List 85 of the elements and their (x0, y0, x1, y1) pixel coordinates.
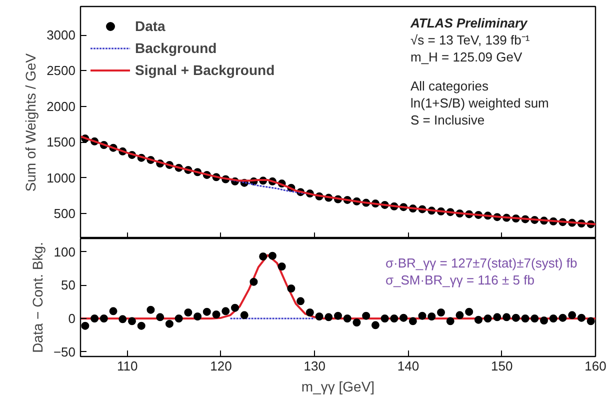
y-tick-label: 1000 (46, 170, 76, 186)
point (109, 307, 118, 316)
point (558, 314, 567, 322)
point (240, 311, 248, 320)
point (137, 322, 146, 330)
point (156, 313, 164, 322)
legend-label: Background (135, 40, 217, 56)
point (446, 317, 454, 326)
point (165, 320, 174, 328)
point (222, 307, 230, 316)
point (493, 313, 502, 322)
point (315, 312, 324, 320)
point (577, 314, 586, 322)
y-tick-label: 0 (68, 311, 76, 326)
y-tick-label: 1500 (46, 134, 76, 150)
point (287, 284, 296, 292)
point (408, 317, 417, 326)
y-tick-label: 50 (61, 278, 76, 293)
point (437, 308, 445, 316)
annotation: m_H = 125.09 GeV (410, 50, 522, 64)
point (530, 314, 539, 322)
point (268, 252, 276, 260)
point (484, 314, 492, 322)
x-tick-label: 140 (397, 358, 420, 374)
y-tick-label: 500 (54, 206, 76, 222)
annotation: All categories (410, 78, 490, 94)
point (194, 312, 202, 320)
point (568, 311, 576, 320)
point (212, 310, 220, 318)
point (90, 314, 99, 322)
point (521, 314, 530, 322)
annotation: σ_SM·BR_γγ = 116 ± 5 fb (386, 272, 534, 288)
point (334, 312, 342, 320)
point (278, 262, 286, 270)
x-tick-label: 150 (491, 358, 513, 374)
x-tick-label: 120 (210, 358, 232, 374)
y-tick-label: 3000 (46, 28, 76, 43)
point (184, 308, 192, 316)
legend-label: Signal + Background (135, 62, 275, 78)
point (306, 308, 314, 316)
x-tick-label: 160 (584, 358, 606, 374)
point (118, 315, 127, 324)
point (100, 314, 108, 322)
point (128, 317, 136, 326)
y-axis-title: Sum of Weights / GeV (22, 52, 39, 192)
point (380, 314, 389, 322)
point (474, 316, 482, 324)
point (352, 318, 361, 326)
annotation: ln(1+S/B) weighted sum (410, 96, 549, 110)
y-tick-label: 2500 (46, 63, 76, 78)
point (174, 314, 183, 322)
point (362, 312, 370, 320)
point (146, 306, 155, 314)
point (549, 314, 558, 322)
annotation: √s = 13 TeV, 139 fb⁻¹ (410, 32, 530, 48)
y-tick-label: 2000 (46, 98, 76, 114)
point (540, 316, 548, 324)
point (390, 314, 398, 322)
point (343, 314, 352, 322)
point (400, 314, 408, 322)
y-axis-title: Data − Cont. Bkg. (29, 242, 46, 353)
x-tick-label: 110 (116, 358, 138, 374)
annotation: ATLAS Preliminary (410, 16, 528, 30)
point (456, 311, 464, 320)
point (512, 314, 520, 322)
x-axis-title: m_γγ [GeV] (301, 378, 375, 394)
point (586, 317, 595, 326)
point (428, 312, 436, 320)
legend-label: Data (135, 18, 166, 34)
point (81, 322, 90, 330)
point (371, 321, 380, 330)
annotation: S = Inclusive (410, 112, 485, 128)
point (418, 312, 426, 320)
y-tick-label: 100 (54, 244, 76, 260)
annotation: σ·BR_γγ = 127±7(stat)±7(syst) fb (386, 256, 578, 270)
point (465, 308, 474, 316)
point (202, 308, 211, 316)
x-tick-label: 130 (304, 358, 326, 374)
point (259, 252, 268, 260)
point (231, 304, 239, 312)
point (250, 278, 258, 286)
point (324, 313, 333, 322)
point (296, 297, 305, 306)
y-tick-label: −50 (53, 344, 76, 360)
point (502, 313, 511, 322)
